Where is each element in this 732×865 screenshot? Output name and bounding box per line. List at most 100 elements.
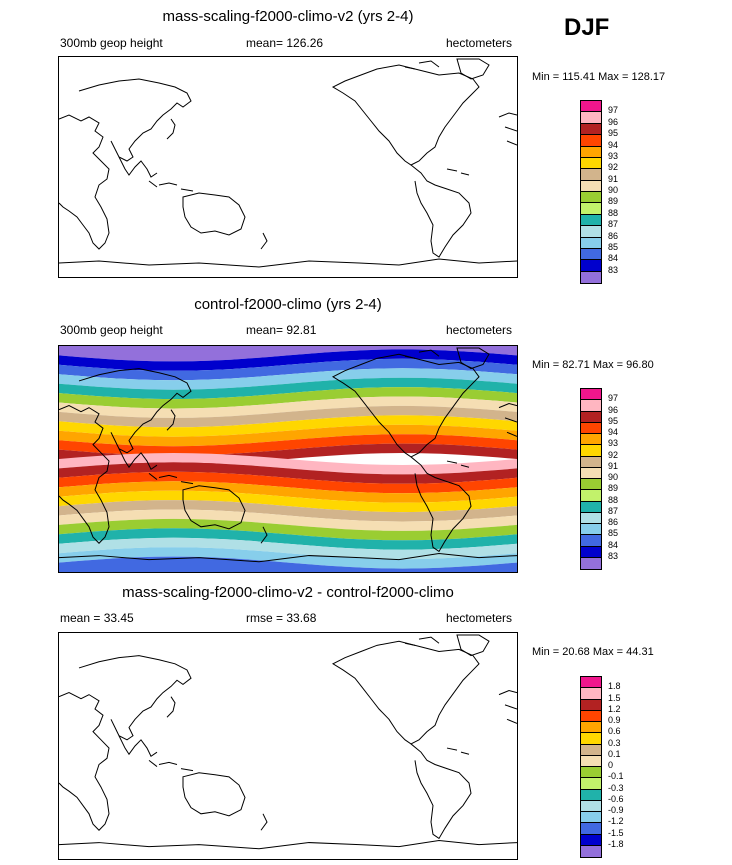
colorbar-tick-label: -0.9 bbox=[608, 805, 624, 815]
colorbar-swatch bbox=[581, 501, 601, 513]
colorbar-swatch bbox=[581, 411, 601, 423]
colorbar-swatch bbox=[581, 845, 601, 857]
coastline-6 bbox=[261, 233, 267, 249]
colorbar-swatch bbox=[581, 546, 601, 558]
colorbar-swatch bbox=[581, 203, 601, 215]
coastline-9 bbox=[405, 350, 439, 358]
colorbar-tick-label: 86 bbox=[608, 230, 619, 241]
coastline-3 bbox=[167, 697, 175, 718]
coastline-4 bbox=[149, 760, 193, 770]
colorbar-tick-label: 96 bbox=[608, 116, 619, 127]
colorbar-tick-label: 86 bbox=[608, 517, 619, 527]
coastline-11 bbox=[447, 461, 469, 467]
colorbar-swatch bbox=[581, 823, 601, 835]
panel-2-map bbox=[58, 345, 518, 573]
colorbar-tick-label: 92 bbox=[608, 449, 619, 460]
coastline-5 bbox=[183, 193, 245, 235]
panel-3-minmax: Min = 20.68 Max = 44.31 bbox=[532, 646, 654, 658]
colorbar-tick-label: -0.1 bbox=[608, 771, 624, 782]
coastline-1 bbox=[79, 369, 191, 453]
panel-2-map-svg bbox=[59, 346, 517, 572]
colorbar-tick-label: 89 bbox=[608, 483, 619, 494]
colorbar-tick-label: 94 bbox=[608, 427, 619, 437]
colorbar-swatch bbox=[581, 512, 601, 524]
colorbar-swatch bbox=[581, 535, 601, 547]
colorbar-tick-label: 87 bbox=[608, 219, 619, 230]
field-band-2 bbox=[59, 358, 517, 381]
colorbar-tick-label: 1.5 bbox=[608, 692, 621, 703]
colorbar-swatch bbox=[581, 389, 601, 401]
panel-3-units-label: hectometers bbox=[446, 611, 513, 625]
colorbar-swatch bbox=[581, 733, 601, 745]
colorbar-tick-label: 84 bbox=[608, 253, 619, 264]
colorbar-tick-label: 93 bbox=[608, 438, 619, 449]
coastline-7 bbox=[333, 641, 479, 744]
colorbar-tick-label: -1.8 bbox=[608, 838, 624, 849]
coastline-2 bbox=[119, 736, 157, 757]
panel-1-colorbar bbox=[580, 100, 602, 284]
colorbar-tick-label: 1.8 bbox=[608, 681, 621, 692]
panel-1-map-svg bbox=[59, 57, 517, 277]
coastline-0 bbox=[59, 115, 109, 249]
field-band-17 bbox=[59, 500, 517, 522]
coastline-3 bbox=[167, 119, 175, 139]
colorbar-swatch bbox=[581, 778, 601, 790]
colorbar-tick-label: 91 bbox=[608, 460, 619, 471]
panel-3-colorbar bbox=[580, 676, 602, 858]
field-band-4 bbox=[59, 377, 517, 400]
colorbar-swatch bbox=[581, 834, 601, 846]
field-band-19 bbox=[59, 518, 517, 541]
colorbar-tick-label: 88 bbox=[608, 494, 619, 505]
coastline-10 bbox=[411, 457, 471, 552]
field-band-13 bbox=[59, 462, 517, 484]
colorbar-tick-label: 96 bbox=[608, 404, 619, 415]
colorbar-tick-label: 85 bbox=[608, 241, 619, 252]
coastline-9 bbox=[405, 61, 439, 69]
colorbar-tick-label: 90 bbox=[608, 472, 619, 482]
colorbar-swatch bbox=[581, 722, 601, 734]
colorbar-tick-label: 0.6 bbox=[608, 726, 621, 737]
coastline-8 bbox=[457, 59, 489, 79]
panel-1-units-label: hectometers bbox=[446, 36, 513, 50]
panel-1-mean-label: mean= 126.26 bbox=[246, 36, 324, 50]
field-band-9 bbox=[59, 424, 517, 447]
coastline-8 bbox=[457, 348, 489, 369]
colorbar-swatch bbox=[581, 445, 601, 457]
coastline-10 bbox=[411, 744, 471, 839]
colorbar-tick-label: 0.9 bbox=[608, 715, 621, 725]
colorbar-tick-label: 85 bbox=[608, 528, 619, 539]
panel-2-colorbar bbox=[580, 388, 602, 570]
colorbar-tick-label: 89 bbox=[608, 196, 619, 207]
colorbar-tick-label: 90 bbox=[608, 185, 619, 195]
colorbar-tick-label: 91 bbox=[608, 173, 619, 184]
colorbar-swatch bbox=[581, 226, 601, 238]
colorbar-swatch bbox=[581, 112, 601, 124]
coastline-9 bbox=[405, 637, 439, 645]
colorbar-tick-label: 83 bbox=[608, 550, 619, 561]
colorbar-swatch bbox=[581, 434, 601, 446]
season-label: DJF bbox=[564, 14, 610, 41]
panel-1-title: mass-scaling-f2000-climo-v2 (yrs 2-4) bbox=[162, 8, 414, 25]
field-band-8 bbox=[59, 415, 517, 437]
coastline-13 bbox=[59, 841, 517, 849]
coastline-11 bbox=[447, 169, 469, 175]
colorbar-swatch bbox=[581, 812, 601, 824]
colorbar-swatch bbox=[581, 169, 601, 181]
coastline-1 bbox=[79, 656, 191, 740]
colorbar-tick-label: 0 bbox=[608, 760, 614, 770]
coastline-0 bbox=[59, 693, 109, 831]
colorbar-swatch bbox=[581, 524, 601, 536]
colorbar-swatch bbox=[581, 744, 601, 756]
colorbar-tick-label: 88 bbox=[608, 207, 619, 218]
coastline-12 bbox=[499, 404, 517, 437]
colorbar-swatch bbox=[581, 490, 601, 502]
panel-1-map bbox=[58, 56, 518, 278]
panel-3-rmse-label: rmse = 33.68 bbox=[246, 611, 317, 625]
field-band-23 bbox=[59, 556, 517, 572]
panel-3-mean-label: mean = 33.45 bbox=[60, 611, 134, 625]
colorbar-swatch bbox=[581, 677, 601, 689]
panel-2-title: control-f2000-climo (yrs 2-4) bbox=[194, 296, 382, 313]
panel-2-variable-label: 300mb geop height bbox=[60, 323, 163, 337]
colorbar-tick-label: 84 bbox=[608, 539, 619, 550]
colorbar-swatch bbox=[581, 237, 601, 249]
